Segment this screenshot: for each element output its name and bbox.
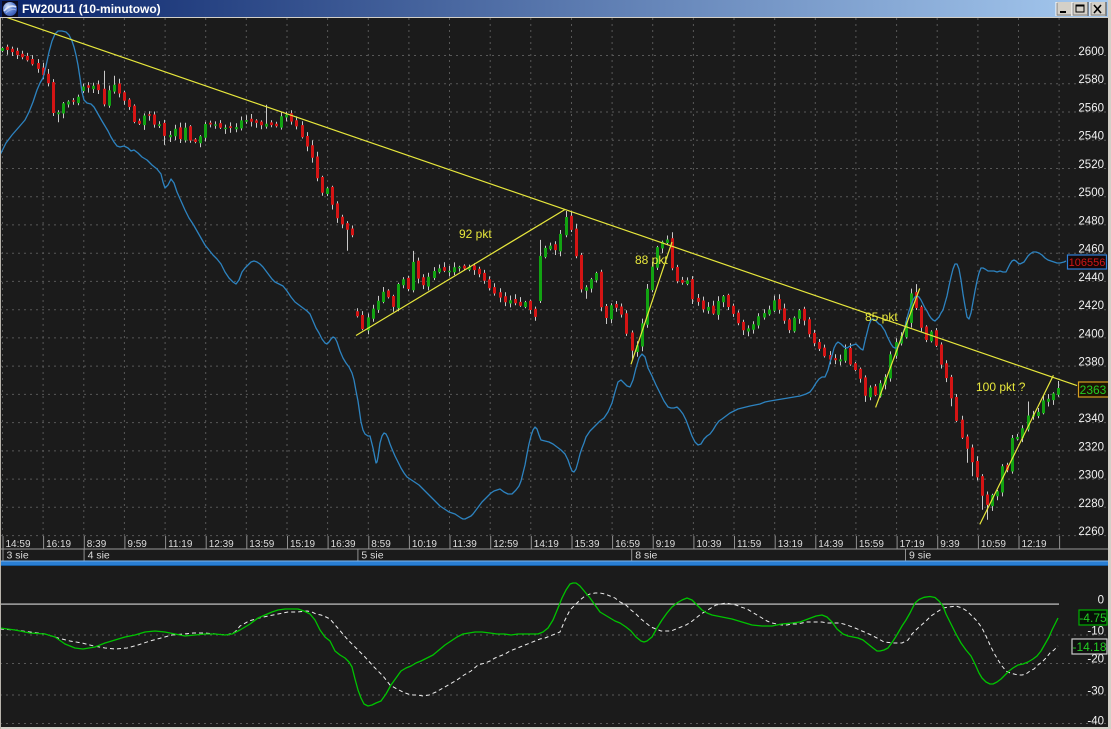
svg-text:2580: 2580 — [1078, 74, 1104, 86]
svg-text:2380: 2380 — [1078, 357, 1104, 369]
svg-text:88 pkt: 88 pkt — [635, 253, 668, 267]
svg-text:10:39: 10:39 — [696, 539, 721, 550]
svg-text:12:59: 12:59 — [493, 539, 518, 550]
svg-text:2560: 2560 — [1078, 103, 1104, 115]
svg-text:2600: 2600 — [1078, 46, 1104, 58]
svg-text:9:39: 9:39 — [940, 539, 960, 550]
svg-text:15:19: 15:19 — [290, 539, 315, 550]
svg-text:2480: 2480 — [1078, 215, 1104, 227]
svg-text:17:19: 17:19 — [900, 539, 925, 550]
svg-text:-30: -30 — [1087, 686, 1104, 698]
svg-text:13:19: 13:19 — [778, 539, 803, 550]
svg-text:2500: 2500 — [1078, 187, 1104, 199]
svg-text:8:39: 8:39 — [87, 539, 107, 550]
svg-text:12:19: 12:19 — [1022, 539, 1047, 550]
svg-text:2363: 2363 — [1080, 383, 1107, 397]
svg-text:15:39: 15:39 — [575, 539, 600, 550]
svg-text:9:19: 9:19 — [656, 539, 676, 550]
svg-text:5 sie: 5 sie — [361, 550, 383, 562]
svg-text:FW20U11 (10-minutowo): FW20U11 (10-minutowo) — [22, 2, 161, 16]
svg-text:9:59: 9:59 — [127, 539, 147, 550]
svg-text:8 sie: 8 sie — [635, 550, 657, 562]
svg-text:3 sie: 3 sie — [7, 550, 29, 562]
svg-text:14:39: 14:39 — [818, 539, 843, 550]
svg-text:2340: 2340 — [1078, 413, 1104, 425]
svg-text:2300: 2300 — [1078, 470, 1104, 482]
svg-text:10:19: 10:19 — [412, 539, 437, 550]
svg-text:10:59: 10:59 — [981, 539, 1006, 550]
svg-text:-40: -40 — [1087, 716, 1104, 728]
svg-text:9 sie: 9 sie — [909, 550, 931, 562]
svg-text:2280: 2280 — [1078, 498, 1104, 510]
svg-text:11:19: 11:19 — [168, 539, 193, 550]
svg-text:13:59: 13:59 — [249, 539, 274, 550]
svg-text:0: 0 — [1098, 595, 1104, 607]
svg-text:2260: 2260 — [1078, 526, 1104, 538]
svg-text:14:59: 14:59 — [6, 539, 31, 550]
svg-text:2400: 2400 — [1078, 328, 1104, 340]
svg-text:-20: -20 — [1087, 654, 1104, 666]
svg-text:85 pkt: 85 pkt — [865, 310, 898, 324]
svg-text:11:59: 11:59 — [737, 539, 762, 550]
svg-text:16:59: 16:59 — [615, 539, 640, 550]
svg-text:2540: 2540 — [1078, 131, 1104, 143]
svg-text:16:19: 16:19 — [46, 539, 71, 550]
svg-text:15:59: 15:59 — [859, 539, 884, 550]
svg-text:11:39: 11:39 — [453, 539, 478, 550]
svg-text:12:39: 12:39 — [209, 539, 234, 550]
svg-text:2420: 2420 — [1078, 300, 1104, 312]
svg-text:2440: 2440 — [1078, 272, 1104, 284]
svg-text:92 pkt: 92 pkt — [459, 227, 492, 241]
svg-text:100 pkt ?: 100 pkt ? — [976, 380, 1026, 394]
svg-text:8:59: 8:59 — [371, 539, 391, 550]
svg-text:14:19: 14:19 — [534, 539, 559, 550]
svg-text:2320: 2320 — [1078, 441, 1104, 453]
svg-text:-14.18: -14.18 — [1072, 640, 1106, 654]
svg-text:2460: 2460 — [1078, 244, 1104, 256]
svg-text:2520: 2520 — [1078, 159, 1104, 171]
svg-text:16:39: 16:39 — [331, 539, 356, 550]
svg-text:106556: 106556 — [1069, 257, 1106, 269]
svg-text:4 sie: 4 sie — [88, 550, 110, 562]
svg-text:-4.75: -4.75 — [1079, 611, 1107, 625]
svg-text:-10: -10 — [1087, 626, 1104, 638]
